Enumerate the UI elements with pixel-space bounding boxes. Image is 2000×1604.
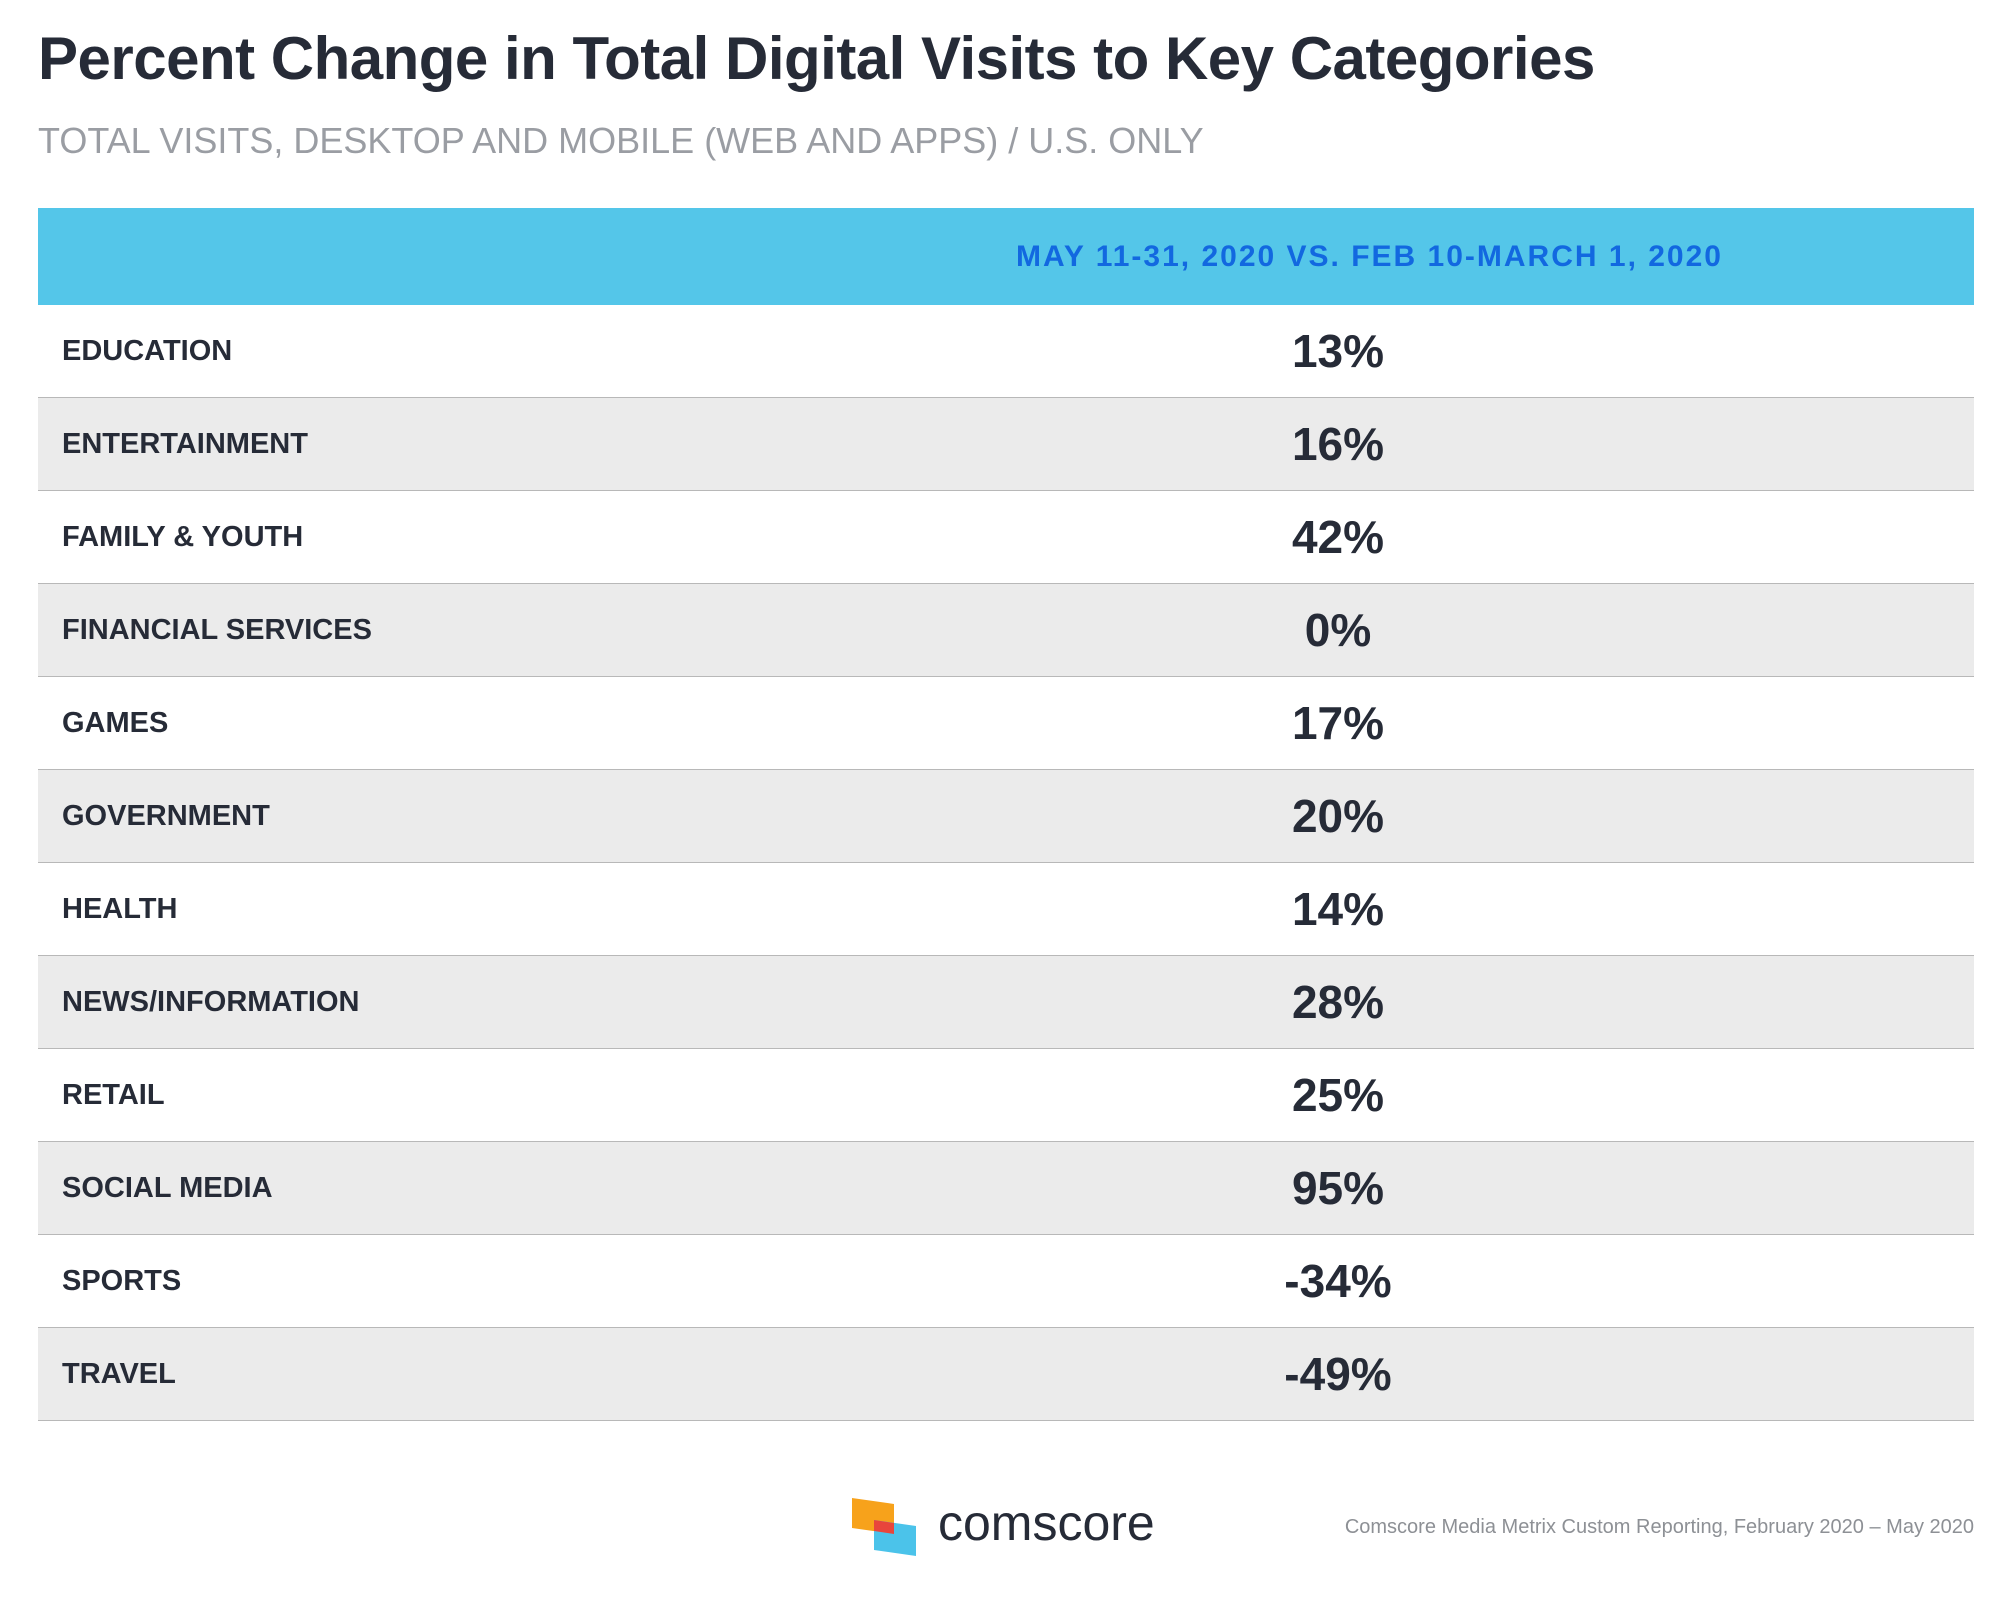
table-row: SOCIAL MEDIA 95% <box>38 1142 1974 1235</box>
category-label: GAMES <box>62 707 169 739</box>
table-row: HEALTH 14% <box>38 863 1974 956</box>
category-label: RETAIL <box>62 1079 165 1111</box>
category-label: SOCIAL MEDIA <box>62 1172 273 1204</box>
chart-subtitle: TOTAL VISITS, DESKTOP AND MOBILE (WEB AN… <box>38 120 1204 161</box>
category-label: HEALTH <box>62 893 178 925</box>
value-label: 14% <box>1291 883 1385 935</box>
value-label: 17% <box>1291 697 1385 749</box>
value-label: 13% <box>1291 325 1385 377</box>
table-row: ENTERTAINMENT 16% <box>38 398 1974 491</box>
value-label: 95% <box>1291 1162 1385 1214</box>
value-label: 25% <box>1291 1069 1385 1121</box>
category-label: FAMILY & YOUTH <box>62 521 304 553</box>
table-row: RETAIL 25% <box>38 1049 1974 1142</box>
table-row: SPORTS -34% <box>38 1235 1974 1328</box>
value-label: 0% <box>1304 604 1372 656</box>
table-row: FAMILY & YOUTH 42% <box>38 491 1974 584</box>
table-row: EDUCATION 13% <box>38 305 1974 398</box>
category-label: TRAVEL <box>62 1358 176 1390</box>
table-row: FINANCIAL SERVICES 0% <box>38 584 1974 677</box>
value-label: 42% <box>1291 511 1385 563</box>
table-body: EDUCATION 13% ENTERTAINMENT 16% FAMILY &… <box>38 305 1974 1421</box>
category-label: GOVERNMENT <box>62 800 270 832</box>
column-header: MAY 11-31, 2020 VS. FEB 10-MARCH 1, 2020 <box>1016 240 1723 273</box>
logo-red-shape <box>874 1520 894 1534</box>
value-label: 16% <box>1291 418 1385 470</box>
source-note: Comscore Media Metrix Custom Reporting, … <box>1344 1516 1974 1538</box>
category-label: FINANCIAL SERVICES <box>62 614 372 646</box>
table-row: GAMES 17% <box>38 677 1974 770</box>
data-table: MAY 11-31, 2020 VS. FEB 10-MARCH 1, 2020… <box>38 208 1974 1421</box>
chart-title: Percent Change in Total Digital Visits t… <box>38 25 1595 92</box>
brand-name: comscore <box>938 1495 1155 1551</box>
table-row: TRAVEL -49% <box>38 1328 1974 1421</box>
category-label: SPORTS <box>62 1265 182 1297</box>
value-label: 28% <box>1291 976 1385 1028</box>
value-label: -34% <box>1284 1255 1392 1307</box>
table-row: NEWS/INFORMATION 28% <box>38 956 1974 1049</box>
category-label: ENTERTAINMENT <box>62 428 308 460</box>
category-label: EDUCATION <box>62 335 233 367</box>
table-header: MAY 11-31, 2020 VS. FEB 10-MARCH 1, 2020 <box>38 208 1974 305</box>
table-row: GOVERNMENT 20% <box>38 770 1974 863</box>
value-label: -49% <box>1284 1348 1392 1400</box>
comscore-logo-icon <box>852 1498 916 1556</box>
value-label: 20% <box>1291 790 1385 842</box>
category-label: NEWS/INFORMATION <box>62 986 360 1018</box>
